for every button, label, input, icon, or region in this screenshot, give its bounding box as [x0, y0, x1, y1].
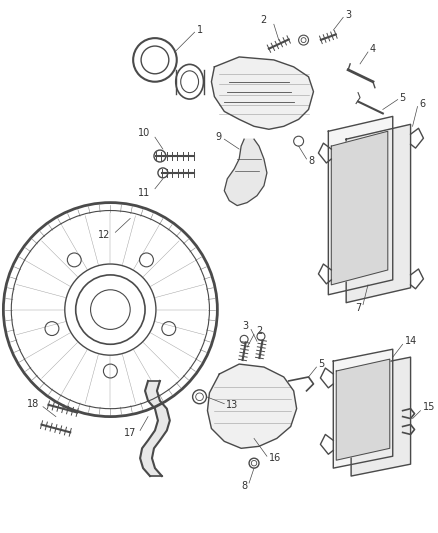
Polygon shape — [351, 357, 410, 476]
Polygon shape — [346, 124, 410, 303]
Text: 3: 3 — [345, 10, 351, 20]
Polygon shape — [333, 349, 393, 468]
Text: 3: 3 — [242, 321, 248, 332]
Polygon shape — [331, 131, 388, 285]
Text: 7: 7 — [355, 303, 361, 313]
Text: 5: 5 — [399, 93, 406, 102]
Text: 1: 1 — [197, 25, 203, 35]
Text: 15: 15 — [423, 402, 435, 411]
Polygon shape — [336, 359, 390, 460]
Text: 4: 4 — [370, 44, 376, 54]
Text: 5: 5 — [318, 359, 325, 369]
Text: 14: 14 — [405, 336, 417, 346]
Text: 6: 6 — [420, 99, 426, 109]
Text: 18: 18 — [27, 399, 39, 409]
Polygon shape — [328, 116, 393, 295]
Text: 9: 9 — [215, 132, 221, 142]
Polygon shape — [208, 364, 297, 448]
Text: 17: 17 — [124, 429, 136, 439]
Polygon shape — [212, 57, 314, 130]
Text: 10: 10 — [138, 128, 150, 138]
Text: 11: 11 — [138, 188, 150, 198]
Text: 2: 2 — [256, 326, 262, 336]
Text: 12: 12 — [98, 230, 110, 240]
Text: 8: 8 — [241, 481, 247, 491]
Polygon shape — [140, 381, 170, 476]
Text: 13: 13 — [226, 400, 239, 410]
Text: 16: 16 — [269, 453, 281, 463]
Polygon shape — [224, 139, 267, 206]
Text: 2: 2 — [261, 15, 267, 25]
Text: 8: 8 — [308, 156, 314, 166]
